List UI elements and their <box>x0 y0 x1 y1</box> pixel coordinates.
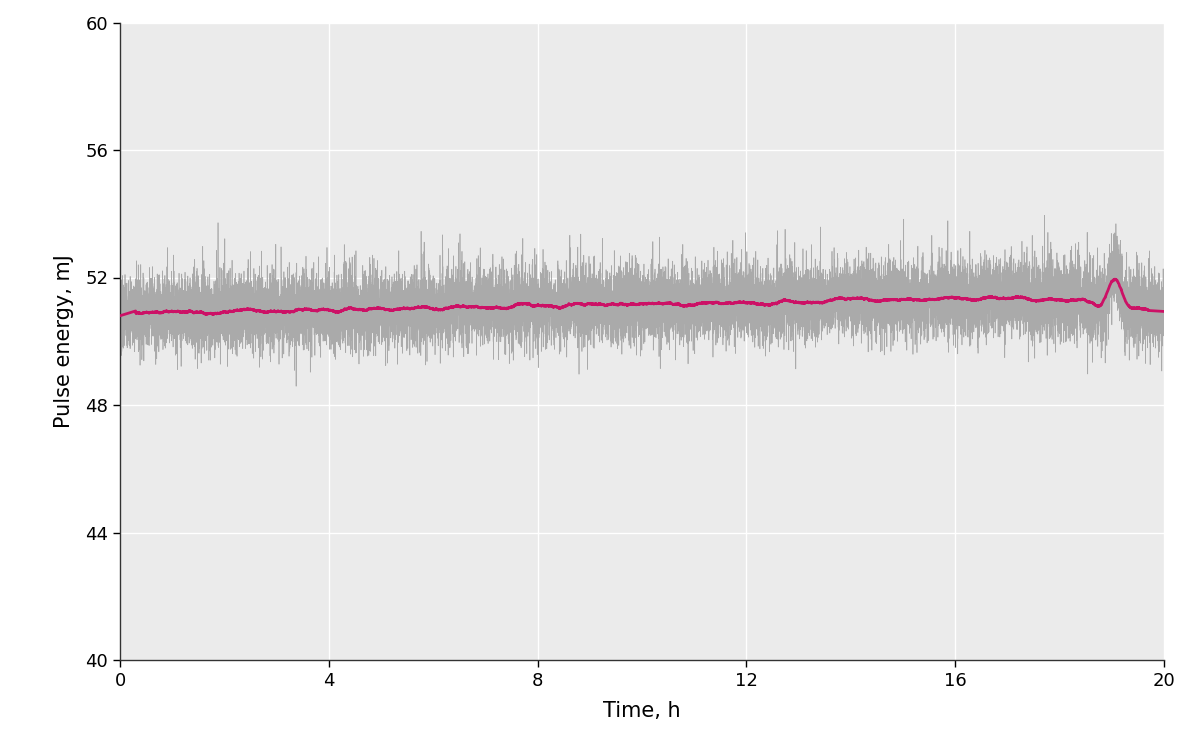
X-axis label: Time, h: Time, h <box>604 701 680 721</box>
Y-axis label: Pulse energy, mJ: Pulse energy, mJ <box>54 254 74 428</box>
